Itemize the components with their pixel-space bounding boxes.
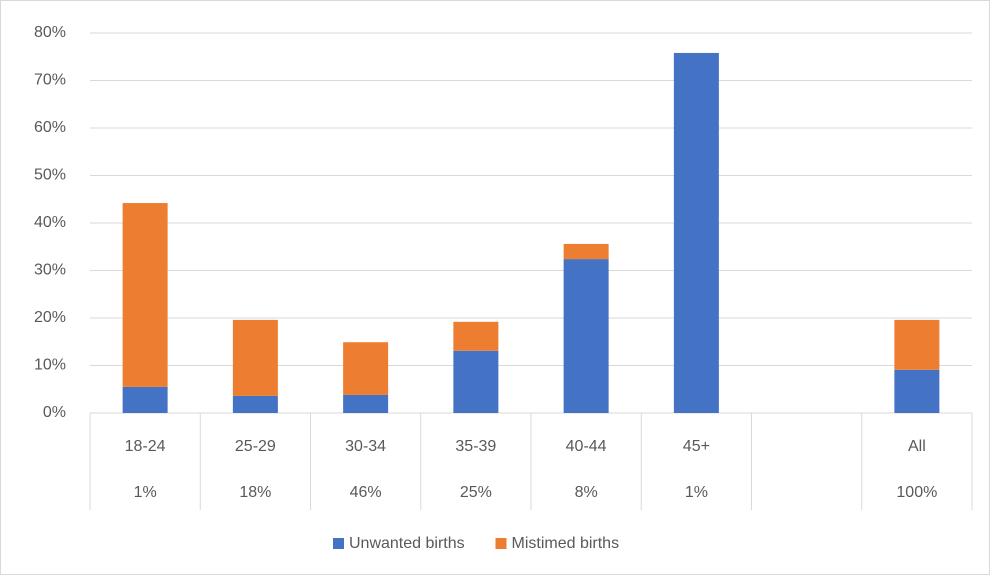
y-tick-label: 0% xyxy=(43,404,66,421)
x-sublabel: 25% xyxy=(460,484,492,501)
x-tick-label: 30-34 xyxy=(345,438,386,455)
x-tick-label: 45+ xyxy=(683,438,710,455)
bar-segment xyxy=(232,395,278,413)
x-sublabel: 46% xyxy=(350,484,382,501)
bar-segment xyxy=(122,203,168,387)
x-tick-label: 40-44 xyxy=(566,438,607,455)
x-tick-label: 18-24 xyxy=(125,438,166,455)
x-sublabel: 1% xyxy=(134,484,157,501)
legend-swatch xyxy=(333,538,344,549)
bar-segment xyxy=(563,259,609,413)
x-sublabel: 1% xyxy=(685,484,708,501)
x-sublabel: 100% xyxy=(896,484,937,501)
y-tick-label: 40% xyxy=(34,214,66,231)
y-tick-label: 30% xyxy=(34,262,66,279)
y-tick-label: 10% xyxy=(34,357,66,374)
bar-segment xyxy=(894,319,940,370)
bar-segment xyxy=(894,369,940,413)
y-tick-label: 20% xyxy=(34,309,66,326)
y-tick-label: 70% xyxy=(34,72,66,89)
legend-label: Mistimed births xyxy=(512,535,620,552)
legend-swatch xyxy=(495,538,507,549)
bar-segment xyxy=(343,394,389,413)
y-tick-label: 60% xyxy=(34,119,66,136)
x-sublabel: 8% xyxy=(575,484,598,501)
bar-segment xyxy=(232,319,278,396)
bar-segment xyxy=(563,243,609,260)
y-tick-label: 50% xyxy=(34,167,66,184)
x-tick-label: 35-39 xyxy=(455,438,496,455)
bar-segment xyxy=(453,350,499,413)
x-tick-label: All xyxy=(908,438,926,455)
bar-segment xyxy=(343,342,389,395)
bar-segment xyxy=(122,386,168,413)
bar-segment xyxy=(673,52,719,413)
x-tick-label: 25-29 xyxy=(235,438,276,455)
bar-segment xyxy=(453,321,499,351)
legend-label: Unwanted births xyxy=(349,535,465,552)
x-sublabel: 18% xyxy=(239,484,271,501)
y-tick-label: 80% xyxy=(34,24,66,41)
